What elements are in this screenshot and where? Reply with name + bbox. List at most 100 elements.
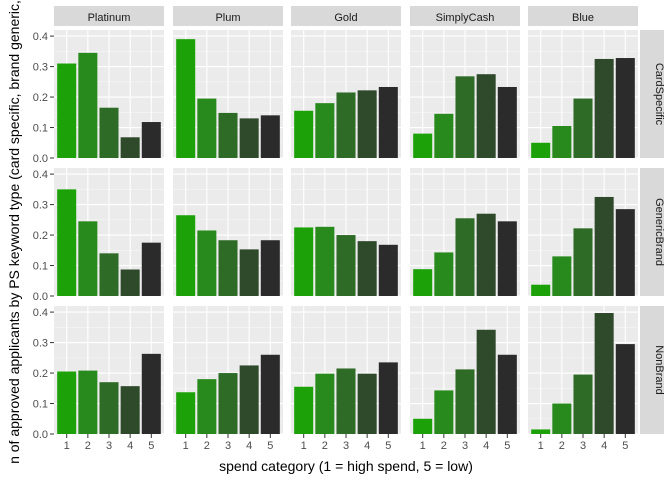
facet-panel: [291, 168, 401, 297]
bar: [552, 403, 572, 434]
facet-label-row: GenericBrand: [653, 198, 665, 266]
bar: [573, 374, 593, 434]
facet-label-column: Platinum: [88, 12, 131, 24]
facet-panel: [54, 168, 164, 297]
bar: [99, 253, 119, 296]
bar: [455, 76, 475, 158]
facet-panel: [528, 306, 638, 435]
bar: [455, 369, 475, 434]
bar: [197, 379, 217, 434]
facet-panel: [173, 306, 283, 435]
bar: [176, 392, 196, 434]
facet-strip-row: [640, 168, 664, 296]
bar: [78, 52, 98, 158]
x-tick-label: 5: [148, 440, 154, 452]
x-tick-label: 3: [225, 440, 231, 452]
y-tick-label: 0.0: [33, 291, 48, 303]
y-tick-label: 0.4: [33, 31, 48, 43]
facet-panel: [528, 30, 638, 159]
x-tick-label: 4: [601, 440, 607, 452]
facet-strip-row: [640, 306, 664, 434]
bar: [197, 230, 217, 296]
bar: [315, 226, 335, 296]
facet-strip-column: [173, 6, 283, 26]
bar: [218, 112, 238, 158]
x-tick-label: 5: [267, 440, 273, 452]
x-tick-label: 5: [504, 440, 510, 452]
x-tick-label: 3: [106, 440, 112, 452]
facet-label-column: Gold: [334, 12, 357, 24]
bar: [552, 126, 572, 158]
x-tick-label: 1: [64, 440, 70, 452]
facet-label-row: NonBrand: [653, 345, 665, 395]
facet-panel: [173, 168, 283, 297]
bar: [141, 122, 161, 158]
y-tick-label: 0.1: [33, 123, 48, 135]
bar: [573, 98, 593, 158]
facet-strip-column: [528, 6, 638, 26]
y-tick-label: 0.0: [33, 153, 48, 165]
x-tick-label: 1: [183, 440, 189, 452]
bar: [455, 218, 475, 296]
x-tick-label: 2: [85, 440, 91, 452]
facet-strip-column: [291, 6, 401, 26]
facet-panel: [54, 306, 164, 435]
bar: [594, 58, 614, 159]
bar: [336, 235, 356, 296]
x-tick-label: 2: [204, 440, 210, 452]
bar: [141, 242, 161, 296]
x-tick-label: 2: [441, 440, 447, 452]
bar: [218, 373, 238, 434]
y-tick-label: 0.4: [33, 169, 48, 181]
bar: [476, 213, 496, 296]
facet-panel: [528, 168, 638, 297]
bar: [197, 98, 217, 158]
bar: [378, 86, 398, 158]
bar: [260, 240, 280, 296]
bar: [357, 373, 377, 434]
bar: [239, 365, 259, 434]
bar: [336, 92, 356, 158]
x-tick-label: 2: [559, 440, 565, 452]
bar: [294, 386, 314, 434]
x-tick-label: 3: [462, 440, 468, 452]
bar: [57, 63, 77, 158]
y-tick-label: 0.1: [33, 261, 48, 273]
facet-strip-column: [54, 6, 164, 26]
bar: [573, 228, 593, 296]
x-tick-label: 1: [420, 440, 426, 452]
facet-panel: [410, 30, 520, 159]
bar: [497, 354, 517, 434]
x-tick-label: 5: [622, 440, 628, 452]
bar: [315, 103, 335, 158]
y-tick-label: 0.3: [33, 62, 48, 74]
bar: [615, 58, 635, 158]
bar: [615, 344, 635, 434]
panel-layer: Platinum Plum Gold SimplyCash Blue CardSpecif…: [54, 6, 665, 435]
x-tick-label: 4: [127, 440, 133, 452]
bar: [497, 221, 517, 296]
bar: [531, 429, 551, 434]
facet-label-row: CardSpecific: [653, 63, 665, 126]
y-tick-label: 0.3: [33, 200, 48, 212]
facet-strip-row: [640, 30, 664, 158]
bar: [99, 107, 119, 158]
bar: [594, 313, 614, 434]
bar: [218, 240, 238, 296]
bar: [378, 362, 398, 434]
bar: [413, 133, 433, 158]
facet-panel: [410, 306, 520, 435]
bar: [78, 370, 98, 434]
bar: [239, 249, 259, 296]
y-tick-label: 0.0: [33, 429, 48, 441]
y-tick-label: 0.2: [33, 92, 48, 104]
facet-panel: [54, 30, 164, 159]
x-tick-label: 3: [580, 440, 586, 452]
bar: [434, 113, 454, 158]
y-tick-label: 0.1: [33, 399, 48, 411]
y-tick-label: 0.2: [33, 230, 48, 242]
bar: [476, 329, 496, 434]
facet-strip-column: [410, 6, 520, 26]
